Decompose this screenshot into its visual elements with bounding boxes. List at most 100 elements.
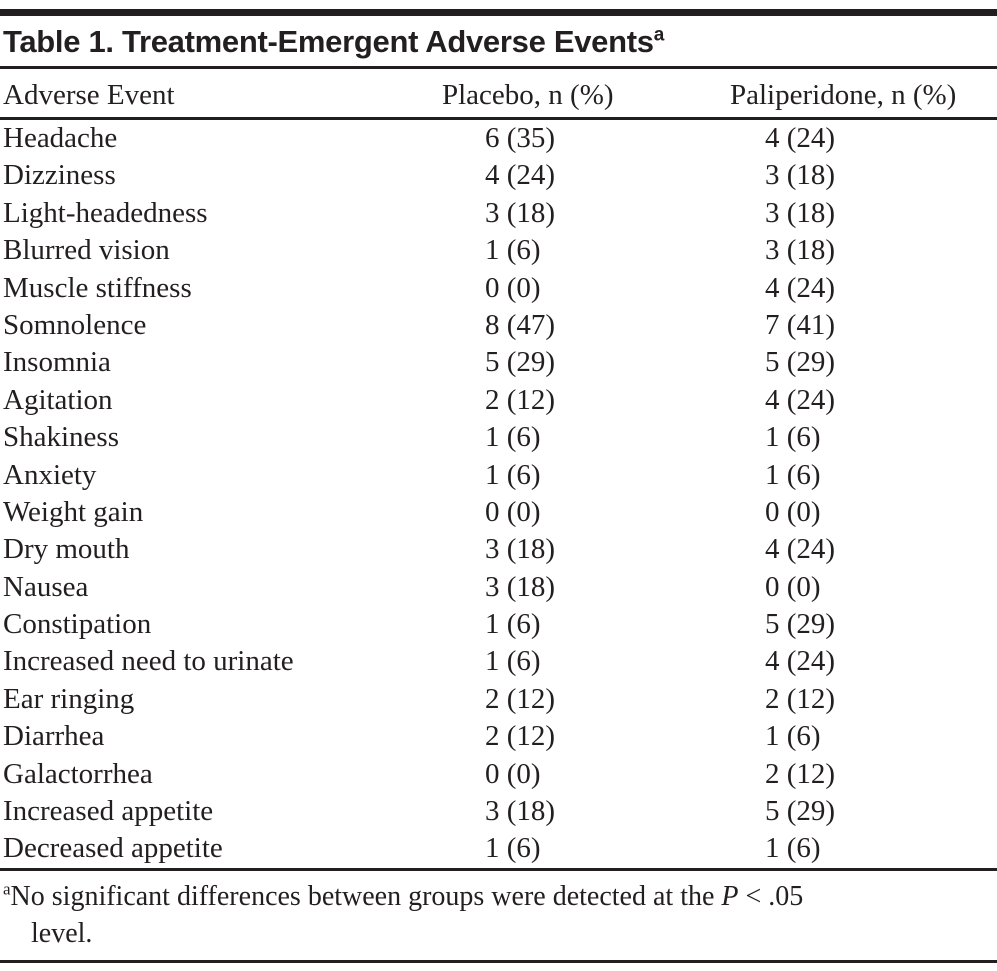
footnote-text-before-p: No significant differences between group… xyxy=(10,880,722,912)
placebo-value-cell: 1 (6) xyxy=(485,608,541,641)
placebo-value-cell: 1 (6) xyxy=(485,645,541,678)
placebo-value-cell: 2 (12) xyxy=(485,682,556,715)
placebo-value-cell: 6 (35) xyxy=(485,122,556,154)
paliperidone-value-cell: 0 (0) xyxy=(765,570,821,603)
placebo-value-cell: 3 (18) xyxy=(485,196,556,229)
paliperidone-value-cell: 5 (29) xyxy=(765,795,836,828)
table-top-rule xyxy=(0,9,997,16)
title-divider-rule xyxy=(0,66,997,69)
adverse-event-cell: Ear ringing xyxy=(3,682,135,715)
adverse-event-cell: Constipation xyxy=(3,608,152,641)
placebo-value-cell: 5 (29) xyxy=(485,346,556,379)
paliperidone-value-cell: 1 (6) xyxy=(765,458,821,491)
adverse-event-cell: Weight gain xyxy=(3,495,144,528)
adverse-event-cell: Blurred vision xyxy=(3,234,170,267)
paliperidone-value-cell: 4 (24) xyxy=(765,645,836,678)
paliperidone-value-cell: 0 (0) xyxy=(765,495,821,528)
adverse-event-cell: Agitation xyxy=(3,383,113,416)
placebo-value-cell: 1 (6) xyxy=(485,421,541,454)
paliperidone-value-cell: 2 (12) xyxy=(765,757,836,790)
paliperidone-value-cell: 5 (29) xyxy=(765,346,836,379)
adverse-event-cell: Anxiety xyxy=(3,458,97,491)
paliperidone-value-cell: 4 (24) xyxy=(765,533,836,566)
table-row: Muscle stiffness 0 (0) 4 (24) xyxy=(0,270,997,307)
table-row: Diarrhea 2 (12) 1 (6) xyxy=(0,718,997,755)
adverse-event-cell: Dry mouth xyxy=(3,533,130,566)
table-row: Light-headedness 3 (18) 3 (18) xyxy=(0,195,997,232)
table-row: Galactorrhea 0 (0) 2 (12) xyxy=(0,756,997,793)
table-row: Increased appetite 3 (18) 5 (29) xyxy=(0,793,997,830)
adverse-event-cell: Headache xyxy=(3,122,118,154)
placebo-value-cell: 2 (12) xyxy=(485,720,556,753)
footnote-line2: level. xyxy=(31,917,93,949)
bottom-rule xyxy=(0,959,997,963)
placebo-value-cell: 0 (0) xyxy=(485,271,541,304)
table-row: Nausea 3 (18) 0 (0) xyxy=(0,569,997,606)
paliperidone-value-cell: 4 (24) xyxy=(765,271,836,304)
column-header-adverse-event: Adverse Event xyxy=(3,79,175,111)
table-row: Dry mouth 3 (18) 4 (24) xyxy=(0,531,997,568)
paliperidone-value-cell: 1 (6) xyxy=(765,720,821,753)
placebo-value-cell: 4 (24) xyxy=(485,159,556,192)
paliperidone-value-cell: 4 (24) xyxy=(765,122,836,154)
paliperidone-value-cell: 1 (6) xyxy=(765,832,821,865)
table-row: Insomnia 5 (29) 5 (29) xyxy=(0,344,997,381)
adverse-event-cell: Shakiness xyxy=(3,421,119,454)
body-divider-rule xyxy=(0,867,997,871)
table-row: Decreased appetite 1 (6) 1 (6) xyxy=(0,830,997,867)
paliperidone-value-cell: 3 (18) xyxy=(765,196,836,229)
table-title-text: Table 1. Treatment-Emergent Adverse Even… xyxy=(3,24,654,59)
paliperidone-value-cell: 1 (6) xyxy=(765,421,821,454)
table-body: Headache 6 (35) 4 (24) Dizziness 4 (24) 3 (18… xyxy=(0,120,997,868)
paliperidone-value-cell: 7 (41) xyxy=(765,308,836,341)
placebo-value-cell: 1 (6) xyxy=(485,458,541,491)
table-row: Dizziness 4 (24) 3 (18) xyxy=(0,157,997,194)
adverse-event-cell: Galactorrhea xyxy=(3,757,153,790)
placebo-value-cell: 0 (0) xyxy=(485,495,541,528)
column-header-placebo: Placebo, n (%) xyxy=(442,79,614,111)
table-row: Anxiety 1 (6) 1 (6) xyxy=(0,457,997,494)
placebo-value-cell: 0 (0) xyxy=(485,757,541,790)
table-row: Headache 6 (35) 4 (24) xyxy=(0,120,997,157)
table-row: Increased need to urinate 1 (6) 4 (24) xyxy=(0,643,997,680)
adverse-event-cell: Somnolence xyxy=(3,308,147,341)
adverse-event-cell: Diarrhea xyxy=(3,720,105,753)
column-header-paliperidone: Paliperidone, n (%) xyxy=(730,79,957,111)
adverse-event-cell: Dizziness xyxy=(3,159,116,192)
header-divider-rule xyxy=(0,117,997,120)
table-row: Constipation 1 (6) 5 (29) xyxy=(0,606,997,643)
table-title-footnote-marker: a xyxy=(653,24,665,46)
table-row: Ear ringing 2 (12) 2 (12) xyxy=(0,681,997,718)
adverse-event-cell: Muscle stiffness xyxy=(3,271,192,304)
placebo-value-cell: 2 (12) xyxy=(485,383,556,416)
adverse-event-cell: Increased appetite xyxy=(3,795,214,828)
adverse-event-cell: Light-headedness xyxy=(3,196,208,229)
table-row: Blurred vision 1 (6) 3 (18) xyxy=(0,232,997,269)
adverse-event-cell: Insomnia xyxy=(3,346,111,379)
adverse-event-cell: Nausea xyxy=(3,570,89,603)
placebo-value-cell: 1 (6) xyxy=(485,234,541,267)
placebo-value-cell: 3 (18) xyxy=(485,795,556,828)
table-footnote: aNo significant differences between grou… xyxy=(0,871,997,960)
table-row: Weight gain 0 (0) 0 (0) xyxy=(0,494,997,531)
footnote-p-symbol: P xyxy=(721,880,739,912)
placebo-value-cell: 3 (18) xyxy=(485,570,556,603)
paliperidone-value-cell: 3 (18) xyxy=(765,159,836,192)
placebo-value-cell: 8 (47) xyxy=(485,308,556,341)
table-row: Agitation 2 (12) 4 (24) xyxy=(0,382,997,419)
adverse-event-cell: Decreased appetite xyxy=(3,832,223,865)
table-row: Shakiness 1 (6) 1 (6) xyxy=(0,419,997,456)
paliperidone-value-cell: 4 (24) xyxy=(765,383,836,416)
paliperidone-value-cell: 3 (18) xyxy=(765,234,836,267)
paliperidone-value-cell: 5 (29) xyxy=(765,608,836,641)
table-title: Table 1. Treatment-Emergent Adverse Even… xyxy=(0,16,997,66)
footnote-marker: a xyxy=(3,879,11,899)
placebo-value-cell: 3 (18) xyxy=(485,533,556,566)
placebo-value-cell: 1 (6) xyxy=(485,832,541,865)
adverse-event-cell: Increased need to urinate xyxy=(3,645,294,678)
paliperidone-value-cell: 2 (12) xyxy=(765,682,836,715)
table-row: Somnolence 8 (47) 7 (41) xyxy=(0,307,997,344)
footnote-text-after-p: < .05 xyxy=(738,880,804,912)
table-header-row: Adverse Event Placebo, n (%) Paliperidon… xyxy=(0,69,997,117)
